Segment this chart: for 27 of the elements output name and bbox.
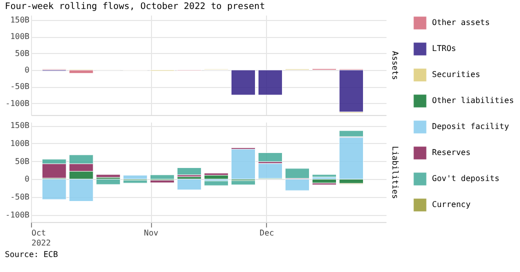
y-tick-label: -100B — [5, 210, 30, 220]
legend-label: Reserves — [432, 148, 471, 157]
legend-label: Other liabilities — [432, 96, 514, 105]
y-tick-label: 50B — [15, 156, 30, 166]
source-note: Source: ECB — [4, 250, 58, 259]
legend-label: Deposit facility — [432, 122, 510, 131]
y-tick-label: 0 — [24, 174, 30, 184]
legend-label: Securities — [432, 70, 480, 79]
legend-label: Currency — [432, 200, 471, 209]
y2-axis-title: Liabilities — [390, 146, 400, 200]
x-tick-label: Dec — [260, 228, 274, 238]
y-tick-label: 0 — [24, 66, 30, 74]
y-tick-label: 100B — [10, 138, 30, 148]
x-tick-label: Oct 2022 — [32, 228, 51, 248]
y-tick-label: -50B — [10, 82, 30, 92]
y-tick-label: -50B — [10, 192, 30, 202]
legend-label: LTROs — [432, 44, 456, 53]
x-tick-label: Nov — [144, 228, 159, 238]
legend-label: Other assets — [432, 18, 490, 27]
chart-title: Four-week rolling flows, October 2022 to present — [4, 2, 266, 12]
y2-axis-title: Assets — [390, 51, 400, 80]
y-tick-label: 50B — [15, 48, 30, 58]
y-tick-label: 150B — [10, 16, 30, 24]
y-tick-label: 100B — [10, 32, 30, 42]
legend-label: Gov't deposits — [432, 174, 500, 183]
y-tick-label: -100B — [5, 98, 30, 108]
y-tick-label: 150B — [10, 121, 30, 130]
